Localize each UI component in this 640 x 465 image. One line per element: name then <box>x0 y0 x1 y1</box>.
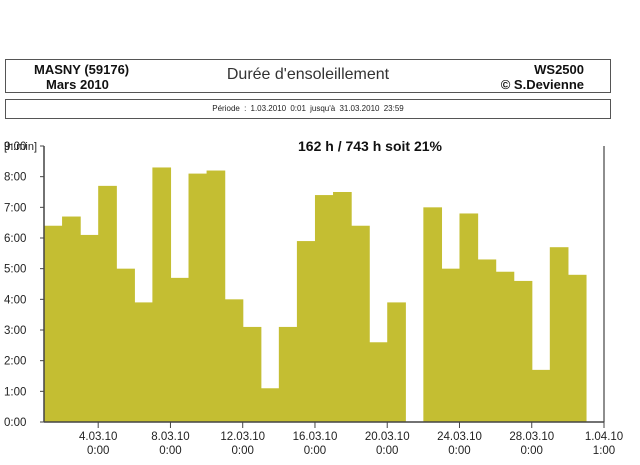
sunshine-bar-11.03 <box>224 299 244 422</box>
sunshine-bar-14.03 <box>278 326 298 422</box>
y-tick-label: 8:00 <box>4 172 26 184</box>
y-tick-label: 5:00 <box>4 264 26 276</box>
sunshine-bar-10.03 <box>206 170 226 422</box>
sunshine-bar-3.03 <box>80 234 99 422</box>
sunshine-bar-23.03 <box>441 268 461 422</box>
x-tick-time-label: 1:00 <box>593 445 615 457</box>
sunshine-bar-9.03 <box>188 173 208 422</box>
y-tick-label: 3:00 <box>4 325 26 337</box>
x-tick-time-label: 0:00 <box>448 445 470 457</box>
sunshine-bar-24.03 <box>459 213 479 422</box>
y-tick-label: 6:00 <box>4 233 26 245</box>
y-axis-unit: [h:min] <box>4 141 37 153</box>
y-tick-label: 7:00 <box>4 202 26 214</box>
sunshine-bar-25.03 <box>477 259 497 422</box>
x-tick-date-label: 20.03.10 <box>365 431 410 443</box>
chart-header: MASNY (59176) Mars 2010 Durée d'ensoleil… <box>5 59 611 93</box>
x-tick-time-label: 0:00 <box>376 445 398 457</box>
sunshine-bar-15.03 <box>296 241 316 422</box>
x-tick-date-label: 12.03.10 <box>220 431 265 443</box>
sunshine-bar-13.03 <box>260 388 280 422</box>
sunshine-bar-26.03 <box>495 271 515 422</box>
author-credit: © S.Devienne <box>500 77 584 92</box>
x-tick-date-label: 1.04.10 <box>585 431 623 443</box>
month-label: Mars 2010 <box>46 77 109 92</box>
sunshine-bar-17.03 <box>333 192 352 422</box>
x-tick-date-label: 16.03.10 <box>293 431 338 443</box>
sunshine-bar-28.03 <box>531 369 551 422</box>
sunshine-bar-5.03 <box>116 268 135 422</box>
y-tick-label: 0:00 <box>4 417 26 429</box>
sunshine-bar-7.03 <box>152 167 172 422</box>
sunshine-bar-29.03 <box>549 247 569 422</box>
x-tick-time-label: 0:00 <box>232 445 254 457</box>
sunshine-bar-6.03 <box>134 302 153 422</box>
x-tick-time-label: 0:00 <box>159 445 181 457</box>
y-tick-label: 4:00 <box>4 294 26 306</box>
sunshine-bar-20.03 <box>387 302 406 422</box>
y-tick-label: 9:00 <box>4 141 26 153</box>
x-tick-date-label: 24.03.10 <box>437 431 482 443</box>
x-tick-time-label: 0:00 <box>521 445 543 457</box>
sunshine-bar-1.03 <box>44 225 63 422</box>
y-tick-label: 1:00 <box>4 386 26 398</box>
station-name: MASNY (59176) <box>34 62 130 77</box>
sunshine-summary: 162 h / 743 h soit 21% <box>298 138 443 154</box>
x-tick-time-label: 0:00 <box>87 445 109 457</box>
sunshine-bar-2.03 <box>62 216 81 422</box>
sunshine-bar-16.03 <box>314 195 334 422</box>
x-tick-date-label: 8.03.10 <box>151 431 189 443</box>
x-tick-date-label: 28.03.10 <box>509 431 554 443</box>
chart-title: Durée d'ensoleillement <box>226 66 390 83</box>
sunshine-bar-27.03 <box>513 280 533 422</box>
sunshine-bar-8.03 <box>170 277 190 422</box>
sunshine-bar-19.03 <box>369 342 388 422</box>
sunshine-bar-22.03 <box>423 207 443 422</box>
sunshine-bar-30.03 <box>567 274 587 422</box>
sunshine-bar-4.03 <box>98 185 117 422</box>
x-tick-date-label: 4.03.10 <box>79 431 117 443</box>
sunshine-bar-18.03 <box>351 225 370 422</box>
period-label: Période : 1.03.2010 0:01 jusqu'à 31.03.2… <box>5 99 611 119</box>
sunshine-bar-12.03 <box>242 326 262 422</box>
y-tick-label: 2:00 <box>4 356 26 368</box>
x-tick-time-label: 0:00 <box>304 445 326 457</box>
device-name: WS2500 <box>534 62 584 77</box>
